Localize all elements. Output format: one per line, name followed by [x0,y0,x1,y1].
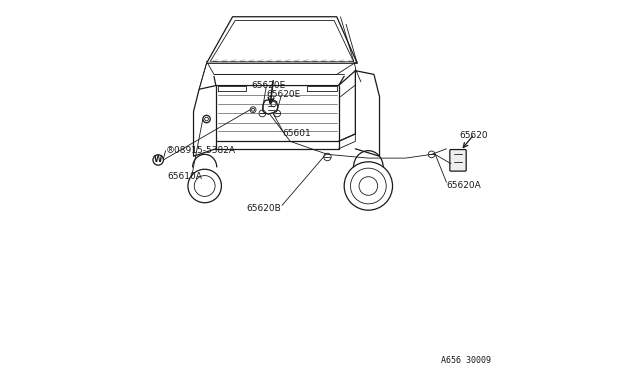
Text: ®08915-5382A: ®08915-5382A [166,146,236,155]
Text: 65620E: 65620E [266,90,300,99]
Text: 65620: 65620 [460,131,488,140]
Text: 65610A: 65610A [168,172,202,181]
Text: W: W [154,155,163,164]
Text: 65620A: 65620A [447,182,481,190]
Text: 65601: 65601 [283,129,312,138]
Text: 65620B: 65620B [246,204,281,213]
Text: 65620E: 65620E [251,81,285,90]
FancyBboxPatch shape [450,150,466,171]
Text: A656 30009: A656 30009 [441,356,491,365]
